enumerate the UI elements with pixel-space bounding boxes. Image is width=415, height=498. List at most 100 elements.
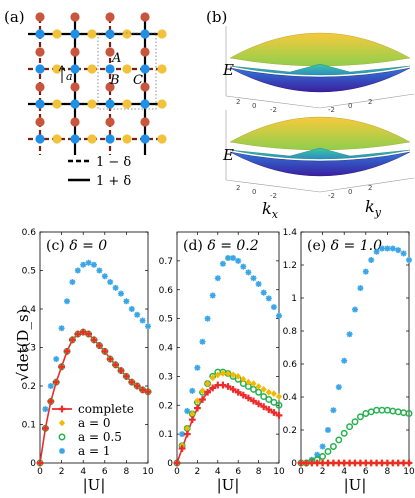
band-axis [319,93,415,109]
band-tick-label: -2 [328,192,335,200]
bond-arrow-head [58,65,66,72]
site-a [105,117,115,127]
site-a [140,12,150,22]
data-point [275,411,283,419]
x-tick-label: 2 [59,467,65,477]
y-tick-label: 0.2 [22,382,36,392]
data-point [91,261,97,268]
y-tick-label: 0.2 [159,401,173,411]
band-tick-label: 2 [236,98,240,106]
data-point [173,459,181,467]
x-axis-label: |U| [217,476,240,494]
y-tick-label: 0.1 [22,421,36,431]
y-tick-label: 0.7 [159,257,173,267]
data-point [367,408,375,416]
series-line-complete [176,384,280,464]
data-point [219,260,226,267]
x-tick-label: 8 [124,467,130,477]
panel-a-label: (a) [4,8,25,26]
data-point [123,372,130,380]
data-point [356,413,364,421]
band-bottom [229,67,411,93]
y-tick-label: 0.3 [22,344,36,354]
data-point [235,372,242,380]
data-point [250,275,257,282]
series-complete [36,328,152,467]
y-tick-label: 0.6 [22,228,37,238]
data-point [406,257,412,264]
data-point [183,430,191,438]
data-point [64,298,70,305]
site-c [122,29,132,39]
chart-panel: 0 2 4 6 8 10 0 0.1 0.2 0.3 0.4 0.5 0.6 0.7 (d) δ = 0.2… [159,231,285,494]
data-point [204,380,211,387]
data-point [42,406,49,413]
y-tick-label: 0 [167,459,173,469]
data-point [52,378,60,386]
data-point [128,378,136,386]
site-b [35,29,45,39]
data-point [194,364,201,371]
x-tick-label: 0 [174,467,180,477]
site-c [157,99,167,109]
data-point [188,416,196,424]
data-point [324,448,332,455]
data-point [383,406,391,414]
data-point [139,386,146,394]
data-point [245,378,252,386]
x-tick-label: 4 [80,467,86,477]
data-point [329,443,337,450]
data-point [36,459,44,467]
data-point [184,424,191,432]
data-point [90,336,98,344]
data-point [58,405,66,413]
legend-label: a = 0 [78,416,110,430]
data-point [389,245,396,252]
data-point [260,385,267,393]
site-c [52,99,62,109]
data-point [368,257,375,264]
site-c [157,64,167,74]
band-axis [225,179,321,193]
data-point [112,284,119,291]
data-point [214,371,221,379]
bond-label: a [66,70,73,83]
legend-label: a = 1 [78,444,110,458]
data-point [80,261,87,268]
x-tick-label: 4 [215,467,221,477]
chart-title: (d) δ = 0.2 [183,238,259,254]
site-label-b: B [109,73,120,88]
kx-label: kx [262,199,279,221]
y-tick-label: 0.4 [159,344,174,354]
y-tick-label: 0.2 [283,426,297,436]
data-point [189,387,196,394]
site-c [122,99,132,109]
data-point [229,385,237,393]
site-c [157,29,167,39]
y-tick-label: 0.4 [283,393,298,403]
data-point [270,390,277,398]
legend-solid-label: 1 + δ [96,174,131,189]
y-tick-label: 0.1 [159,430,173,440]
x-axis-label: |U| [344,476,367,494]
unit-cell-box [97,32,157,110]
band-tick-label: -2 [270,106,277,114]
band-axis [225,95,321,109]
data-point [59,419,65,427]
data-point [276,312,282,319]
data-point [42,424,49,432]
data-point [265,396,273,403]
data-point [357,285,364,292]
band-tick-label: 0 [348,102,352,110]
y-tick-label: 0.5 [159,315,173,325]
lattice-diagram [28,12,167,155]
site-b [35,64,45,74]
data-point [219,370,226,377]
data-point [265,406,273,413]
y-tick-label: 1.4 [283,228,298,238]
site-a [70,12,80,22]
data-point [224,383,232,390]
plot-frame [300,231,410,464]
data-point [255,400,262,408]
